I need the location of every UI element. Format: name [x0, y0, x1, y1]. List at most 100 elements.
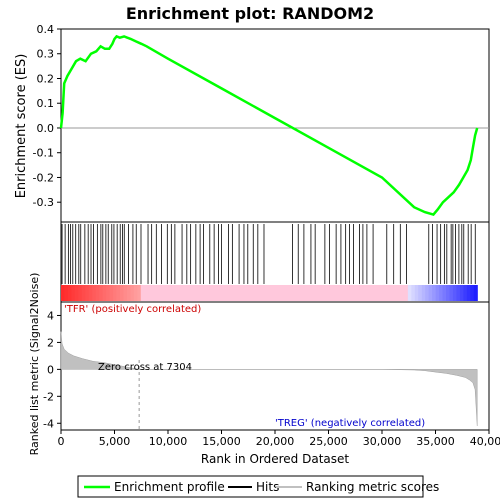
chart-title: Enrichment plot: RANDOM2	[126, 4, 374, 23]
x-axis: 0 5,000 10,000 15,000 20,000 25,000 30,000 35,0…	[58, 430, 500, 448]
metric-y-axis: 4 2 0 -2 -4	[43, 309, 61, 430]
colorbar-segment	[439, 285, 444, 301]
x-tick-label: 25,000	[309, 435, 348, 448]
metric-y-tick-label: 4	[47, 309, 54, 322]
colorbar-segment	[348, 285, 353, 301]
es-y-tick-label: -0.1	[33, 147, 54, 160]
colorbar-segment	[106, 285, 111, 301]
colorbar-segment	[428, 285, 433, 301]
colorbar-segment	[425, 285, 430, 301]
es-y-tick-label: 0.0	[37, 122, 55, 135]
colorbar-segment	[414, 285, 419, 301]
colorbar-segment	[314, 285, 319, 301]
colorbar-segment	[81, 285, 86, 301]
colorbar-segment	[61, 285, 66, 301]
colorbar-segment	[289, 285, 294, 301]
colorbar-segment	[296, 285, 301, 301]
metric-y-tick-label: -4	[43, 417, 54, 430]
colorbar-segment	[335, 285, 340, 301]
colorbar-segment	[466, 285, 471, 301]
colorbar-segment	[199, 285, 204, 301]
colorbar-segment	[147, 285, 152, 301]
colorbar-segment	[126, 285, 131, 301]
ranking-metric-series	[60, 331, 478, 427]
colorbar-segment	[189, 285, 194, 301]
colorbar-segment	[324, 285, 329, 301]
colorbar-segment	[85, 285, 90, 301]
colorbar-segment	[393, 285, 399, 301]
enrichment-profile-series	[59, 34, 479, 217]
colorbar-segment	[331, 285, 336, 301]
es-y-tick-label: -0.3	[33, 196, 54, 209]
colorbar-segment	[213, 285, 218, 301]
colorbar-segment	[362, 285, 367, 301]
x-tick-label: 15,000	[202, 435, 241, 448]
colorbar-segment	[279, 285, 284, 301]
colorbar-segment	[241, 285, 246, 301]
colorbar-segment	[119, 285, 125, 301]
colorbar-segment	[463, 285, 468, 301]
es-y-axis: 0.4 0.3 0.2 0.1 0.0 -0.1 -0.2 -0.3	[33, 23, 489, 209]
colorbar-segment	[196, 285, 201, 301]
es-y-tick-label: -0.2	[33, 171, 54, 184]
colorbar-segment	[78, 285, 83, 301]
negative-label: 'TREG' (negatively correlated)	[275, 418, 425, 429]
colorbar-segment	[144, 285, 149, 301]
colorbar-segment	[418, 285, 423, 301]
colorbar-segment	[397, 285, 402, 301]
colorbar-segment	[102, 285, 107, 301]
colorbar-segment	[64, 285, 69, 301]
x-tick-label: 35,000	[416, 435, 455, 448]
colorbar-segment	[185, 285, 190, 301]
colorbar-segment	[470, 285, 475, 301]
hits-track	[61, 224, 476, 284]
colorbar-segment	[442, 285, 447, 301]
colorbar-segment	[206, 285, 211, 301]
x-tick-label: 0	[58, 435, 65, 448]
colorbar-segment	[109, 285, 114, 301]
colorbar-segment	[328, 285, 333, 301]
rank-colorbar	[61, 285, 478, 301]
colorbar-segment	[234, 285, 239, 301]
colorbar-segment	[338, 285, 343, 301]
colorbar-segment	[220, 285, 225, 301]
colorbar-segment	[276, 285, 281, 301]
colorbar-segment	[317, 285, 322, 301]
colorbar-segment	[158, 285, 163, 301]
es-y-tick-label: 0.3	[37, 48, 55, 61]
colorbar-segment	[217, 285, 222, 301]
colorbar-segment	[411, 285, 416, 301]
colorbar-segment	[345, 285, 350, 301]
colorbar-segment	[456, 285, 461, 301]
colorbar-segment	[203, 285, 208, 301]
colorbar-segment	[154, 285, 159, 301]
colorbar-segment	[210, 285, 215, 301]
colorbar-segment	[376, 285, 381, 301]
colorbar-segment	[178, 285, 184, 301]
x-tick-label: 5,000	[99, 435, 131, 448]
colorbar-segment	[307, 285, 312, 301]
positive-label: 'TFR' (positively correlated)	[64, 304, 201, 315]
colorbar-segment	[282, 285, 288, 301]
colorbar-segment	[113, 285, 118, 301]
colorbar-segment	[67, 285, 73, 301]
colorbar-segment	[473, 285, 478, 301]
x-tick-label: 10,000	[149, 435, 188, 448]
x-tick-label: 40,000	[470, 435, 500, 448]
colorbar-segment	[352, 285, 357, 301]
colorbar-segment	[130, 285, 135, 301]
colorbar-segment	[71, 285, 76, 301]
colorbar-segment	[237, 285, 242, 301]
colorbar-segment	[251, 285, 256, 301]
colorbar-segment	[404, 285, 409, 301]
colorbar-segment	[248, 285, 253, 301]
colorbar-segment	[123, 285, 128, 301]
colorbar-segment	[400, 285, 405, 301]
colorbar-segment	[182, 285, 187, 301]
metric-y-tick-label: 2	[47, 336, 54, 349]
colorbar-segment	[369, 285, 374, 301]
es-y-tick-label: 0.4	[37, 23, 55, 36]
legend-metric-label: Ranking metric scores	[306, 480, 439, 494]
colorbar-segment	[380, 285, 385, 301]
